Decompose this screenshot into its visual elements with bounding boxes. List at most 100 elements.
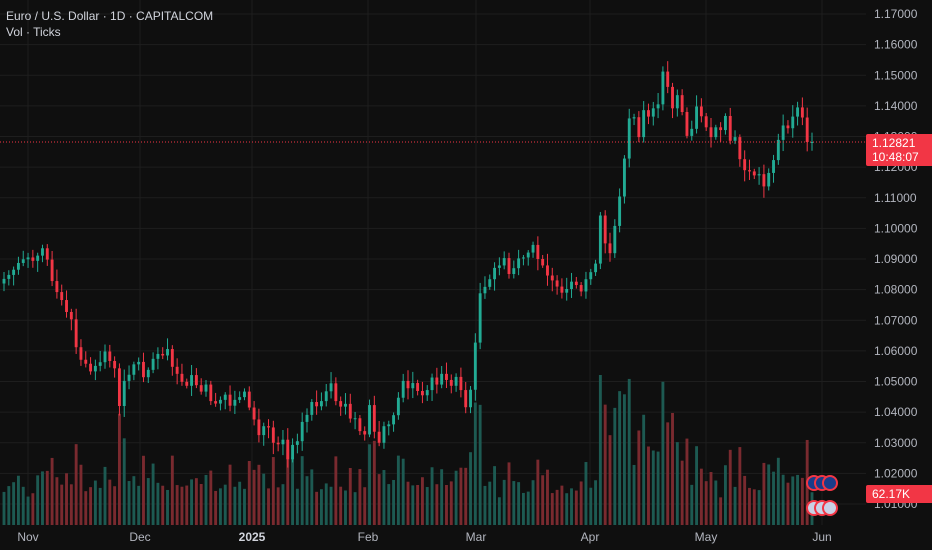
candle-body	[574, 281, 578, 286]
candle-body	[430, 377, 434, 391]
volume-bar	[714, 480, 718, 525]
volume-bar	[685, 438, 689, 525]
volume-bar	[772, 471, 775, 525]
volume-bar	[190, 479, 194, 525]
candle-body	[387, 424, 391, 427]
candle-body	[757, 174, 761, 176]
candle-body	[642, 110, 646, 138]
volume-bar	[103, 466, 107, 525]
volume-bar	[7, 486, 11, 525]
volume-bar	[122, 438, 126, 525]
price-tick-label: 1.03000	[874, 436, 918, 450]
candle-body	[233, 399, 237, 406]
volume-bar	[108, 479, 112, 525]
volume-bar	[579, 481, 583, 525]
volume-bar	[324, 483, 328, 525]
volume-bar	[233, 486, 237, 525]
volume-bars	[2, 375, 814, 525]
candle-body	[512, 268, 516, 275]
volume-bar	[637, 430, 641, 525]
volume-bar	[666, 422, 670, 525]
volume-bar	[199, 483, 203, 525]
candle-body	[464, 390, 468, 408]
volume-bar	[368, 444, 371, 525]
candle-body	[776, 139, 780, 161]
price-tick-label: 1.09000	[874, 252, 918, 266]
time-tick-label: 2025	[239, 530, 266, 544]
candle-body	[194, 375, 198, 386]
volume-bar	[800, 477, 804, 525]
symbol-title[interactable]: Euro / U.S. Dollar · 1D · CAPITALCOM	[6, 9, 214, 23]
volume-bar	[478, 404, 482, 525]
candle-body	[209, 384, 213, 402]
candle-body	[748, 170, 751, 172]
volume-bar	[680, 460, 684, 525]
candle-body	[704, 116, 708, 128]
volume-bar	[738, 447, 742, 525]
volume-bar	[363, 487, 367, 525]
time-tick-label: Mar	[466, 530, 487, 544]
volume-bar	[776, 457, 780, 525]
candle-body	[319, 401, 323, 407]
candle-body	[435, 377, 439, 385]
volume-bar	[695, 446, 699, 525]
volume-bar	[93, 480, 97, 525]
time-tick-label: Nov	[17, 530, 38, 544]
volume-bar	[555, 489, 559, 525]
candle-body	[459, 376, 463, 391]
candle-body	[204, 384, 208, 392]
candle-body	[142, 361, 145, 378]
candle-body	[84, 359, 88, 364]
volume-bar	[295, 488, 299, 525]
candle-body	[363, 431, 367, 435]
candle-body	[276, 442, 280, 445]
candle-body	[132, 364, 136, 375]
volume-bar	[243, 488, 246, 525]
volume-bar	[281, 484, 285, 525]
candle-body	[156, 353, 160, 359]
volume-bar	[425, 487, 429, 525]
volume-bar	[459, 467, 463, 525]
volume-bar	[757, 490, 761, 525]
us-flag-icon[interactable]	[822, 500, 838, 516]
volume-bar	[156, 482, 160, 525]
volume-bar	[661, 381, 665, 525]
time-tick-label: Feb	[358, 530, 379, 544]
candle-body	[329, 383, 333, 392]
candle-body	[113, 360, 117, 369]
volume-bar	[319, 489, 323, 525]
candle-body	[579, 285, 583, 292]
volume-bar	[435, 484, 439, 525]
volume-bar	[608, 435, 612, 525]
candle-body	[127, 374, 131, 381]
candle-body	[36, 255, 40, 261]
candle-body	[291, 444, 295, 460]
candle-body	[685, 112, 689, 136]
candle-body	[406, 380, 410, 389]
candle-body	[55, 281, 59, 293]
candle-body	[368, 405, 371, 435]
volume-bar	[74, 444, 78, 525]
volume-bar	[204, 474, 208, 525]
volume-bar	[550, 493, 554, 525]
volume-bar	[651, 450, 655, 525]
candle-body	[218, 399, 222, 404]
volume-bar	[339, 486, 343, 525]
candle-body	[608, 243, 612, 254]
price-tick-label: 1.07000	[874, 313, 918, 327]
volume-indicator-label[interactable]: Vol · Ticks	[6, 25, 61, 39]
candle-body	[65, 300, 68, 312]
volume-bar	[127, 481, 131, 525]
eu-flag-icon[interactable]	[822, 475, 838, 491]
volume-bar	[228, 464, 232, 525]
candle-body	[103, 351, 107, 363]
volume-bar	[469, 452, 472, 525]
candle-body	[699, 106, 703, 117]
candle-body	[709, 127, 713, 138]
volume-bar	[209, 470, 213, 525]
volume-bar	[185, 485, 189, 525]
volume-bar	[31, 493, 35, 525]
candle-body	[728, 115, 732, 141]
candle-body	[781, 125, 785, 140]
